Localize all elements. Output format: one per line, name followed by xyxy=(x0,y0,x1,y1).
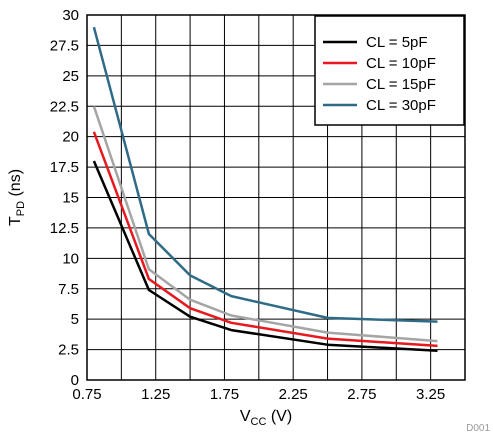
legend-box xyxy=(314,15,465,126)
x-axis-label-unit: (V) xyxy=(266,408,292,425)
legend-label-3: CL = 30pF xyxy=(366,97,436,114)
y-tick-label-8: 20 xyxy=(62,129,79,146)
y-tick-label-4: 10 xyxy=(62,250,79,267)
series-line-0 xyxy=(92,160,438,353)
x-tick-label-10: 3.25 xyxy=(416,386,445,403)
y-tick-label-0: 0 xyxy=(71,372,79,389)
series-line-1 xyxy=(92,131,438,348)
y-axis-label: TPD (ns) xyxy=(7,169,27,226)
y-tick-label-7: 17.5 xyxy=(50,159,79,176)
y-tick-label-6: 15 xyxy=(62,190,79,207)
y-tick-label-2: 5 xyxy=(71,311,79,328)
y-tick-label-12: 30 xyxy=(62,7,79,24)
y-tick-label-9: 22.5 xyxy=(50,98,79,115)
series-line-2 xyxy=(92,105,438,343)
legend-label-0: CL = 5pF xyxy=(366,34,428,51)
y-tick-label-11: 27.5 xyxy=(50,37,79,54)
x-tick-label-0: 0.75 xyxy=(72,386,101,403)
y-axis-label-main: T xyxy=(7,216,24,226)
legend-label-1: CL = 10pF xyxy=(366,55,436,72)
y-tick-label-5: 12.5 xyxy=(50,220,79,237)
y-axis-label-sub: PD xyxy=(15,201,27,216)
figure-id: D001 xyxy=(466,423,490,434)
x-axis-label: VCC (V) xyxy=(240,408,292,428)
x-axis-label-sub: CC xyxy=(251,416,267,428)
tick-labels: 0 2.5 5 7.5 10 12.5 15 17.5 20 22.5 25 27.5 30 0.75 1.… xyxy=(50,7,445,403)
x-tick-label-4: 1.75 xyxy=(210,386,239,403)
y-tick-label-1: 2.5 xyxy=(58,342,79,359)
grid xyxy=(87,15,465,380)
legend: CL = 5pF CL = 10pF CL = 15pF CL = 30pF xyxy=(314,15,465,126)
series-lines xyxy=(92,26,438,353)
legend-label-2: CL = 15pF xyxy=(366,76,436,93)
y-axis-label-unit: (ns) xyxy=(7,169,24,201)
plot-frame xyxy=(86,14,466,381)
y-tick-label-10: 25 xyxy=(62,68,79,85)
x-tick-label-8: 2.75 xyxy=(347,386,376,403)
y-tick-label-3: 7.5 xyxy=(58,281,79,298)
x-axis-label-main: V xyxy=(240,408,251,425)
series-line-3 xyxy=(92,26,438,323)
x-tick-label-6: 2.25 xyxy=(279,386,308,403)
x-tick-label-2: 1.25 xyxy=(141,386,170,403)
